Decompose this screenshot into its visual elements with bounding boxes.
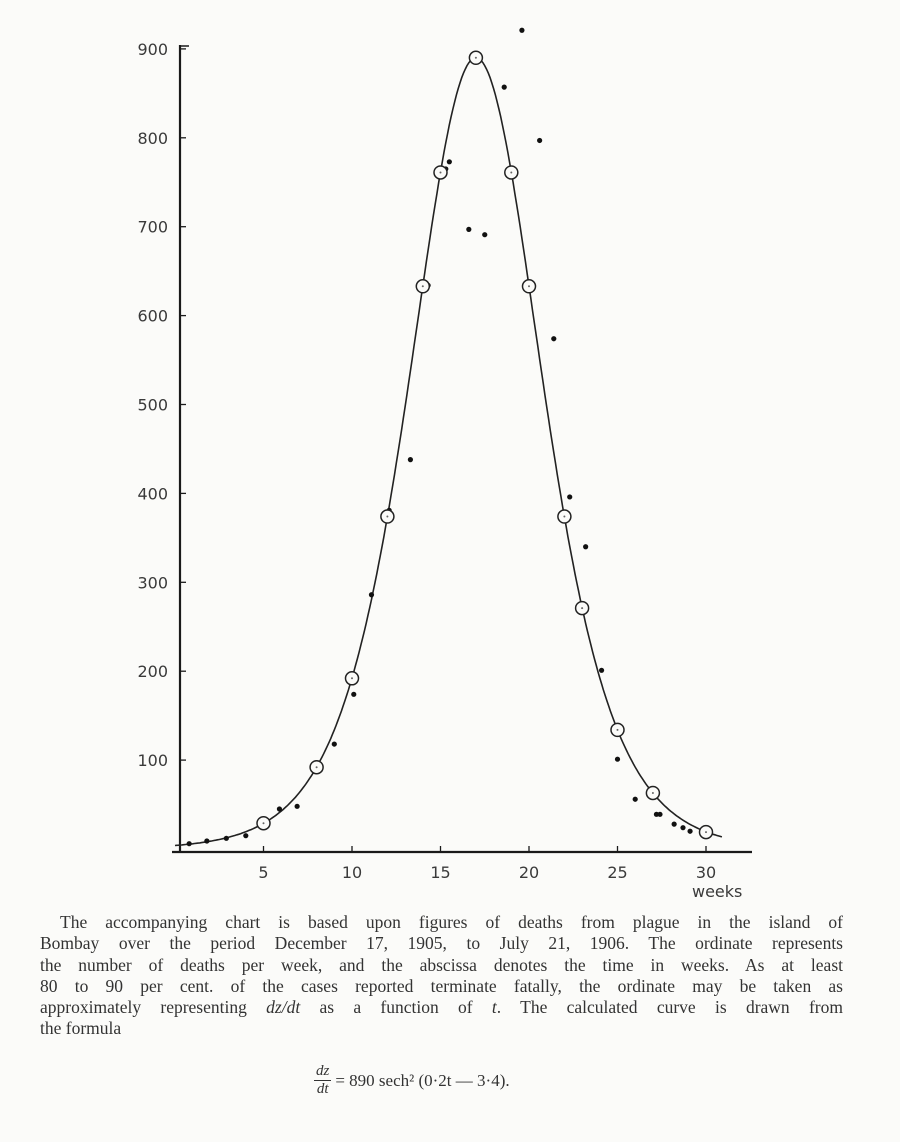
- observed-point: [351, 691, 357, 697]
- formula: dz dt = 890 sech² (0·2t — 3·4).: [314, 1063, 510, 1098]
- formula-fraction: dz dt: [314, 1063, 332, 1098]
- axes: [172, 45, 752, 854]
- observed-point: [482, 232, 488, 238]
- observed-point: [519, 27, 525, 33]
- caption-italic: t: [491, 997, 497, 1018]
- x-tick-label: 10: [342, 863, 362, 882]
- calculated-point: [557, 509, 572, 524]
- formula-numerator: dz: [314, 1063, 332, 1081]
- calculated-point-center: [421, 285, 424, 288]
- caption-line: The accompanying chart is based upon fig…: [60, 912, 843, 932]
- calculated-curve: [174, 56, 723, 847]
- caption-line: approximately representing dz/dt as a fu…: [40, 997, 843, 1018]
- observed-point: [368, 592, 375, 598]
- calculated-point-center: [439, 171, 442, 174]
- calculated-point-center: [315, 766, 318, 769]
- observed-point: [446, 159, 452, 165]
- caption-line: the number of deaths per week, and the a…: [40, 954, 843, 975]
- x-tick-label: 20: [519, 863, 539, 882]
- caption-line: the formula: [40, 1018, 122, 1039]
- y-tick-label: 500: [137, 396, 168, 415]
- calculated-point: [574, 600, 590, 616]
- y-tick-label: 100: [137, 751, 168, 770]
- calculated-point: [433, 165, 448, 180]
- observed-point: [294, 803, 300, 809]
- calculated-point-center: [262, 822, 265, 825]
- calculated-point-center: [651, 791, 654, 794]
- observed-point: [204, 838, 210, 844]
- x-axis-label: weeks: [692, 882, 742, 901]
- calculated-point: [521, 279, 537, 294]
- observed-point: [276, 806, 283, 812]
- observed-point: [243, 833, 249, 839]
- formula-denominator: dt: [316, 1081, 329, 1097]
- calculated-point-center: [351, 677, 353, 680]
- calculated-point-center: [386, 515, 389, 518]
- observed-point: [331, 741, 337, 747]
- observed-point: [583, 544, 589, 550]
- caption-text: as a function of: [300, 997, 492, 1018]
- plague-deaths-chart: 100 200 300 400 500 600 700 800 900 5 10 15 20 25 30 w…: [137, 27, 752, 901]
- caption-line: 80 to 90 per cent. of the cases reported…: [40, 975, 843, 996]
- calculated-points: [256, 50, 714, 840]
- y-tick-label: 900: [137, 40, 168, 59]
- observed-point: [671, 821, 677, 827]
- caption: The accompanying chart is based upon fig…: [40, 912, 843, 1040]
- y-tick-label: 400: [137, 484, 168, 503]
- calculated-point-center: [563, 515, 566, 518]
- observed-point: [614, 756, 621, 762]
- x-tick-label: 30: [696, 863, 716, 882]
- calculated-point-center: [581, 607, 584, 610]
- caption-italic: dz/dt: [266, 997, 301, 1018]
- observed-point: [537, 137, 543, 144]
- calculated-point: [698, 824, 714, 840]
- calculated-point-center: [474, 56, 477, 59]
- observed-point: [223, 835, 229, 841]
- x-tick-label: 25: [607, 863, 627, 882]
- observed-point: [186, 841, 192, 847]
- observed-point: [687, 828, 693, 834]
- calculated-point: [610, 722, 625, 738]
- observed-point: [598, 667, 605, 673]
- y-tick-label: 300: [137, 573, 168, 592]
- calculated-point: [256, 815, 271, 831]
- caption-text: . The calculated curve is drawn from: [496, 997, 843, 1018]
- calculated-point: [645, 785, 661, 801]
- observed-point: [466, 226, 472, 232]
- observed-point: [407, 457, 414, 463]
- calculated-point: [309, 759, 324, 775]
- calculated-point: [415, 279, 431, 294]
- caption-text: approximately representing: [40, 997, 267, 1018]
- calculated-point-center: [510, 171, 513, 174]
- observed-points: [186, 27, 709, 847]
- calculated-point-center: [705, 831, 707, 834]
- calculated-point: [380, 509, 395, 524]
- observed-point: [680, 825, 686, 831]
- caption-line: Bombay over the period December 17, 1905…: [40, 933, 843, 954]
- observed-point: [567, 494, 573, 500]
- calculated-point-center: [528, 285, 530, 288]
- x-tick-label: 15: [430, 863, 450, 882]
- observed-point: [632, 796, 638, 802]
- x-tick-label: 5: [258, 863, 268, 882]
- observed-point: [657, 811, 663, 817]
- formula-rhs: = 890 sech² (0·2t — 3·4).: [335, 1070, 510, 1090]
- y-tick-label: 700: [137, 218, 168, 237]
- y-tick-label: 800: [137, 129, 168, 148]
- calculated-point: [504, 165, 519, 180]
- calculated-point: [344, 671, 360, 686]
- calculated-point: [468, 50, 484, 66]
- y-tick-label: 600: [137, 307, 168, 326]
- observed-point: [551, 336, 557, 342]
- y-tick-label: 200: [137, 662, 168, 681]
- calculated-point-center: [616, 728, 619, 731]
- observed-point: [501, 84, 507, 90]
- ticks: 100 200 300 400 500 600 700 800 900 5 10 15 20 25 30: [137, 40, 716, 882]
